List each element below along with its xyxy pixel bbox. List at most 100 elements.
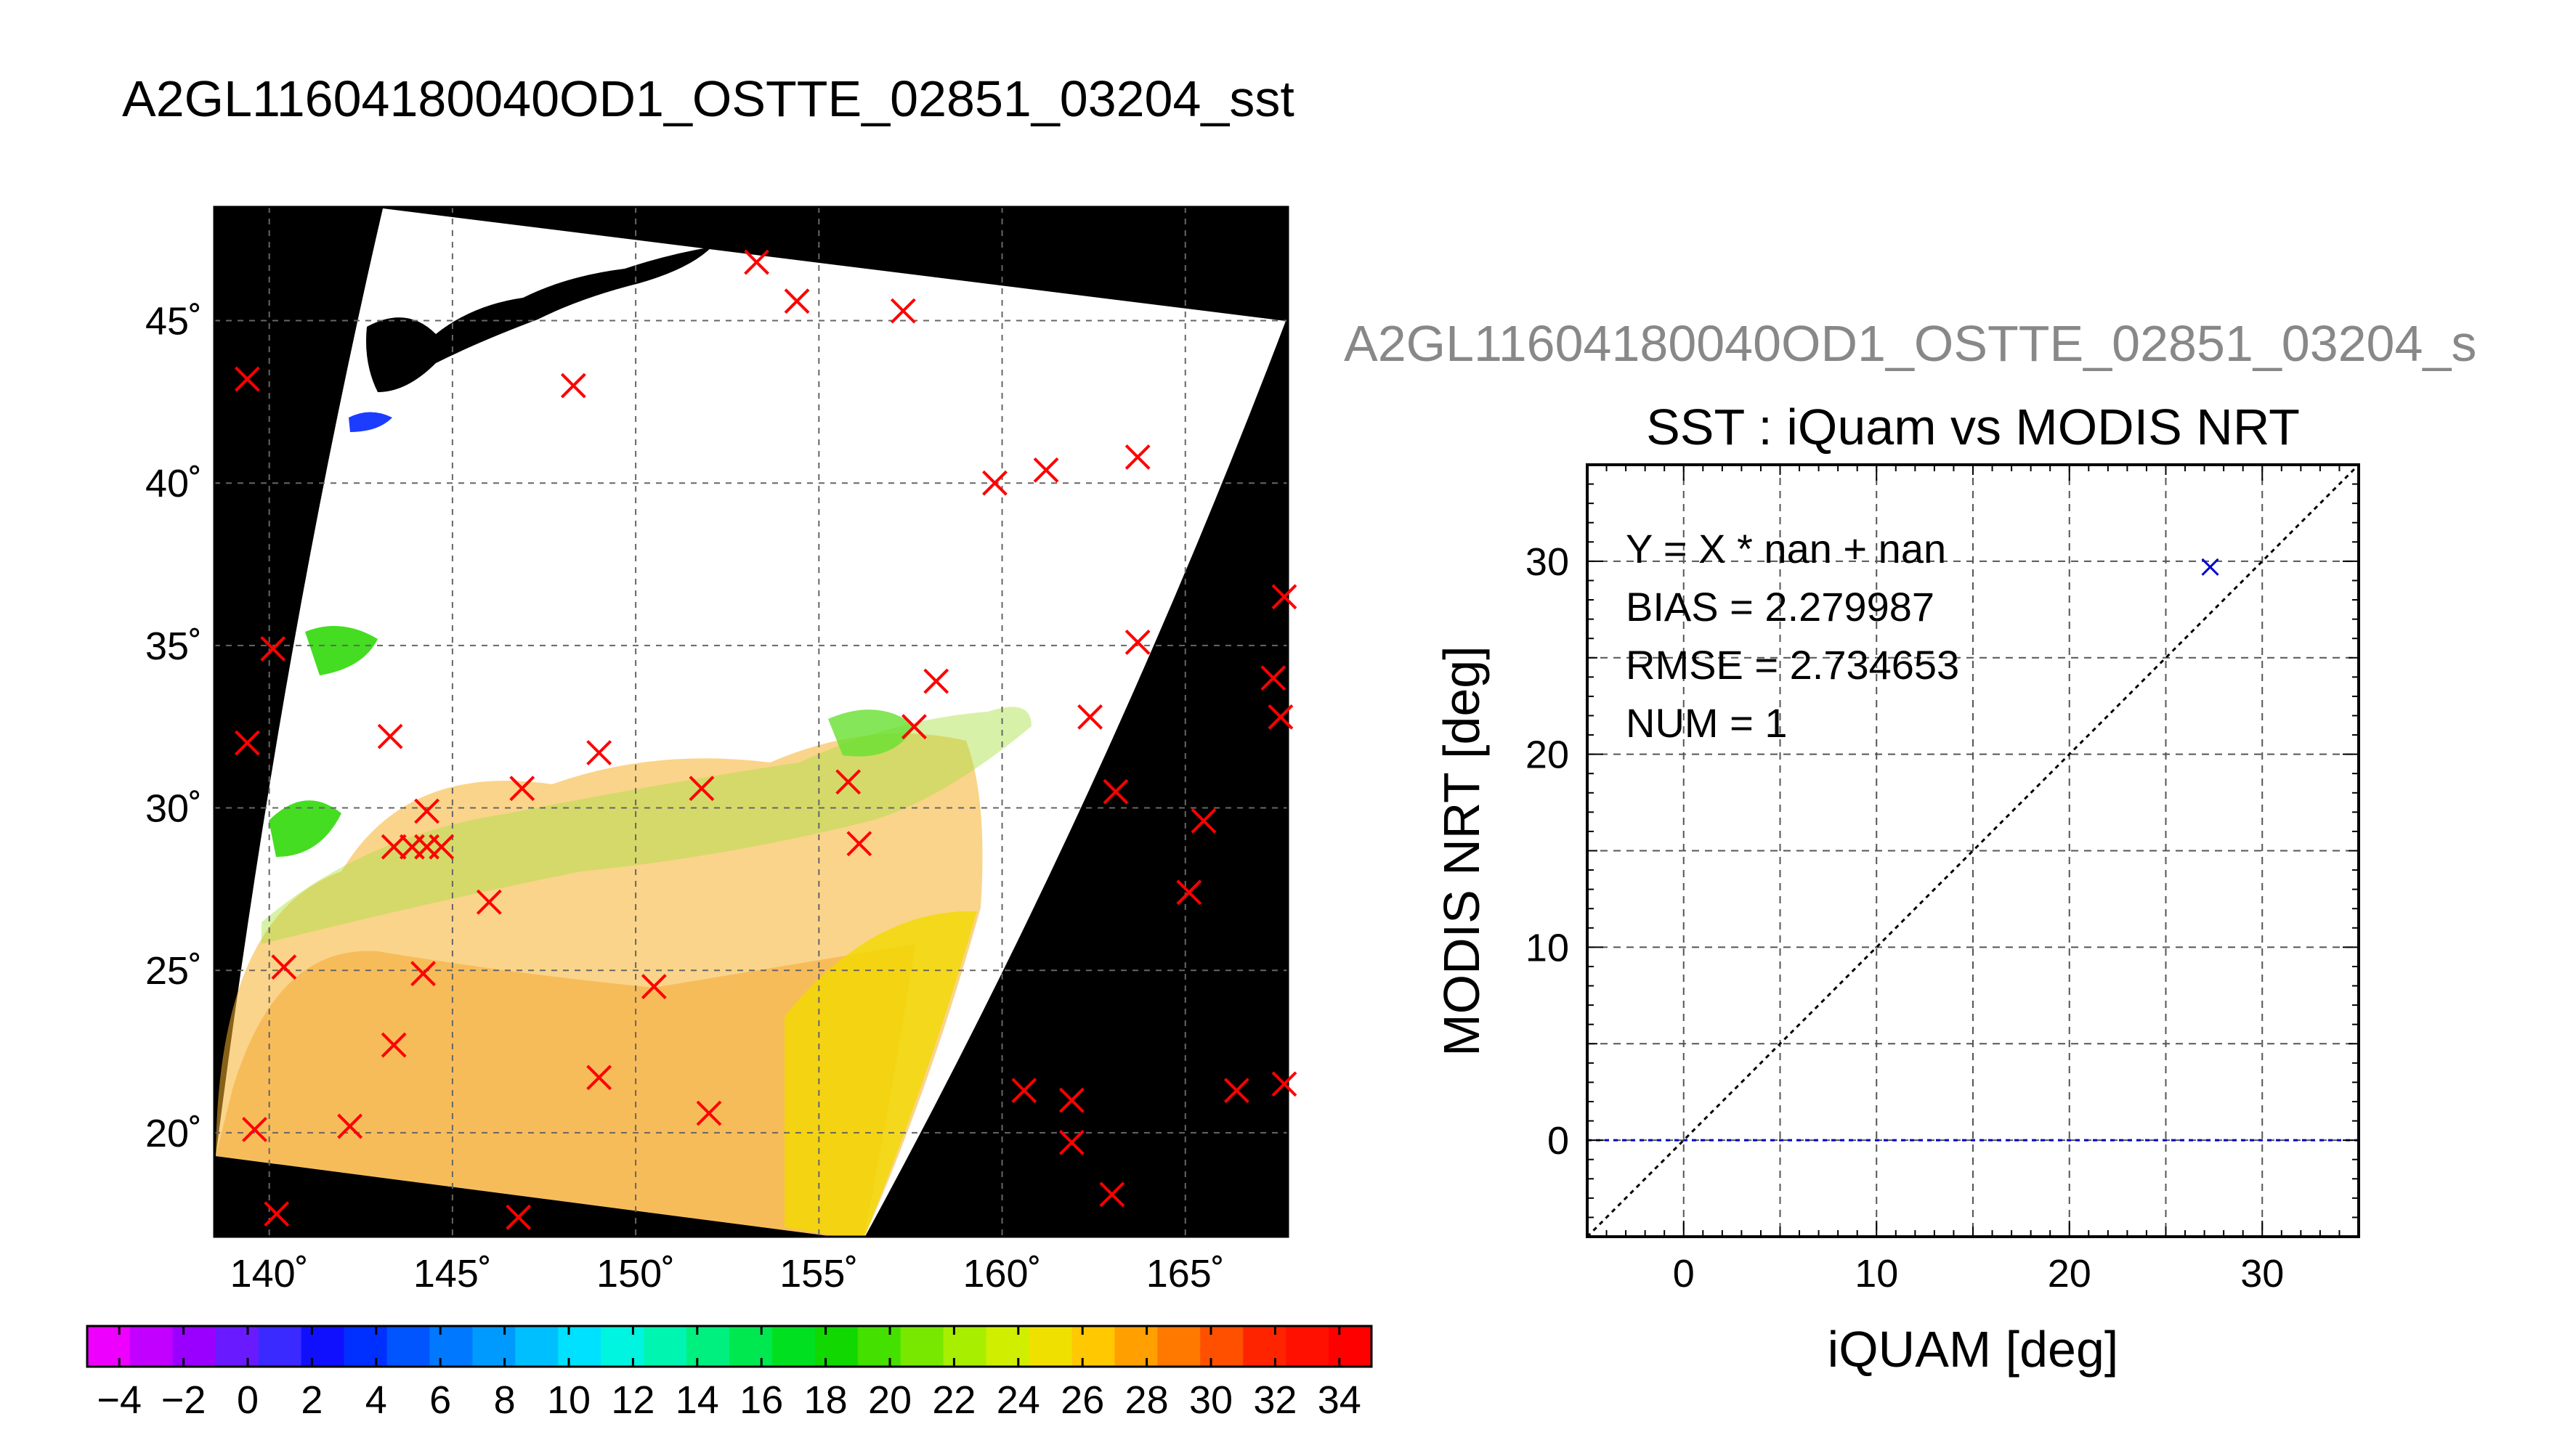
map-y-tick-labels: 20˚ 25˚ 30˚ 35˚ 40˚ 45˚ [145, 300, 202, 1155]
colorbar-tick-label: 8 [494, 1378, 516, 1422]
map-y-tick-label: 30˚ [145, 787, 202, 831]
scatter-annotations: Y = X * nan + nan BIAS = 2.279987 RMSE = 2… [1626, 526, 1959, 746]
map-x-tick-label: 165˚ [1146, 1252, 1225, 1296]
scatter-panel: SST : iQuam vs MODIS NRT 0 10 20 30 0 10 20 30… [1433, 399, 2360, 1378]
colorbar-cell [814, 1326, 859, 1367]
colorbar-tick-label: 26 [1061, 1378, 1104, 1422]
colorbar-cell [601, 1326, 644, 1367]
colorbar-cell [857, 1326, 901, 1367]
map-marker-x [381, 834, 407, 860]
map-marker-x [476, 889, 502, 915]
scatter-y-tick-labels: 0 10 20 30 [1525, 540, 1569, 1163]
map-marker-x [429, 834, 455, 860]
scatter-x-tick-labels: 0 10 20 30 [1673, 1252, 2285, 1296]
colorbar-cell [1200, 1326, 1244, 1367]
colorbar-tick-label: 4 [365, 1378, 387, 1422]
map-marker-x [264, 1201, 290, 1227]
colorbar-frame [86, 1325, 1373, 1368]
scatter-y-tick-label: 30 [1525, 540, 1569, 584]
colorbar-cell [986, 1326, 1030, 1367]
map-marker-x [414, 798, 439, 824]
map-marker-x [337, 1113, 363, 1139]
one-to-one-line [1587, 465, 2359, 1237]
map-marker-x [1260, 665, 1286, 691]
sst-green-patch-1 [305, 626, 378, 675]
colorbar-cell [1329, 1326, 1372, 1367]
scatter-annotation: NUM = 1 [1626, 700, 1788, 746]
map-marker-x [234, 366, 260, 392]
sst-green-band [262, 707, 1032, 944]
sst-hot-region [216, 944, 915, 1237]
colorbar-cell [386, 1326, 431, 1367]
colorbar-cell [344, 1326, 388, 1367]
map-marker-x [377, 723, 403, 749]
scatter-point [2201, 558, 2219, 576]
map-marker-x [586, 740, 612, 765]
colorbar-tick-label: 2 [301, 1378, 323, 1422]
map-marker-x [260, 635, 286, 662]
colorbar-cells [87, 1326, 1372, 1367]
map-marker-x [696, 1100, 722, 1126]
colorbar-tick-label: 34 [1318, 1378, 1361, 1422]
map-marker-x [1271, 1071, 1297, 1097]
map-x-tick-label: 150˚ [596, 1252, 675, 1296]
colorbar-cell [515, 1326, 559, 1367]
colorbar-cell [1157, 1326, 1201, 1367]
sst-map-panel: 140˚ 145˚ 150˚ 155˚ 160˚ 165˚ 20˚ 25˚ 30˚ 35˚ 40˚… [145, 206, 1297, 1296]
colorbar-tick-label: 22 [932, 1378, 976, 1422]
map-marker-x [1011, 1078, 1037, 1104]
colorbar-cell [258, 1326, 302, 1367]
map-marker-x [689, 776, 715, 802]
map-marker-x [1124, 629, 1151, 655]
colorbar-cell [429, 1326, 473, 1367]
colorbar-tick-label: 12 [611, 1378, 655, 1422]
colorbar-cell [943, 1326, 987, 1367]
scatter-y-label: MODIS NRT [deg] [1433, 646, 1490, 1056]
map-x-tick-label: 155˚ [779, 1252, 858, 1296]
map-marker-x [1176, 879, 1202, 906]
colorbar-cell [301, 1326, 345, 1367]
map-marker-x [890, 298, 916, 324]
figure-title: A2GL11604180040OD1_OSTTE_02851_03204_sst [122, 70, 1294, 127]
colorbar-cell [729, 1326, 773, 1367]
map-marker-x [381, 1032, 407, 1058]
colorbar: −4 −2 0 2 4 6 8 10 12 14 16 18 20 22 24 26 28 30 32 34 [86, 1325, 1373, 1422]
scatter-file-subtitle: A2GL11604180040OD1_OSTTE_02851_03204_s [1344, 315, 2476, 372]
scatter-annotation: RMSE = 2.734653 [1626, 642, 1959, 688]
colorbar-tick-label: 6 [429, 1378, 451, 1422]
map-marker-x [1058, 1129, 1085, 1155]
map-x-tick-label: 140˚ [230, 1252, 309, 1296]
land-coast [366, 247, 712, 392]
colorbar-tick-label: 30 [1189, 1378, 1233, 1422]
map-marker-x [586, 1065, 612, 1091]
colorbar-cell [472, 1326, 516, 1367]
map-marker-x [784, 288, 810, 314]
map-marker-x [923, 668, 949, 694]
scatter-y-tick-label: 20 [1525, 733, 1569, 777]
colorbar-tick-label: −2 [161, 1378, 206, 1422]
colorbar-cell [771, 1326, 816, 1367]
colorbar-cell [215, 1326, 259, 1367]
colorbar-cell [172, 1326, 216, 1367]
colorbar-cell [1029, 1326, 1073, 1367]
map-clip-group [216, 208, 1286, 1237]
colorbar-tick-label: 0 [237, 1378, 259, 1422]
colorbar-cell [1114, 1326, 1158, 1367]
map-marker-x [846, 831, 872, 857]
map-grid [214, 207, 1288, 1237]
sst-green-patch-2 [269, 800, 341, 857]
colorbar-cell [129, 1326, 174, 1367]
scatter-y-tick-label: 0 [1547, 1119, 1569, 1163]
colorbar-tick-label: 20 [868, 1378, 912, 1422]
map-marker-x [560, 373, 586, 399]
colorbar-tick-label: −4 [97, 1378, 142, 1422]
scatter-clip-group [1587, 465, 2359, 1237]
scatter-x-tick-label: 20 [2048, 1252, 2091, 1296]
map-marker-x [641, 974, 667, 999]
map-y-tick-label: 25˚ [145, 949, 202, 993]
map-marker-x [410, 961, 436, 987]
map-marker-x [835, 769, 862, 795]
sst-yellow-region [785, 911, 977, 1237]
map-x-tick-label: 160˚ [963, 1252, 1041, 1296]
